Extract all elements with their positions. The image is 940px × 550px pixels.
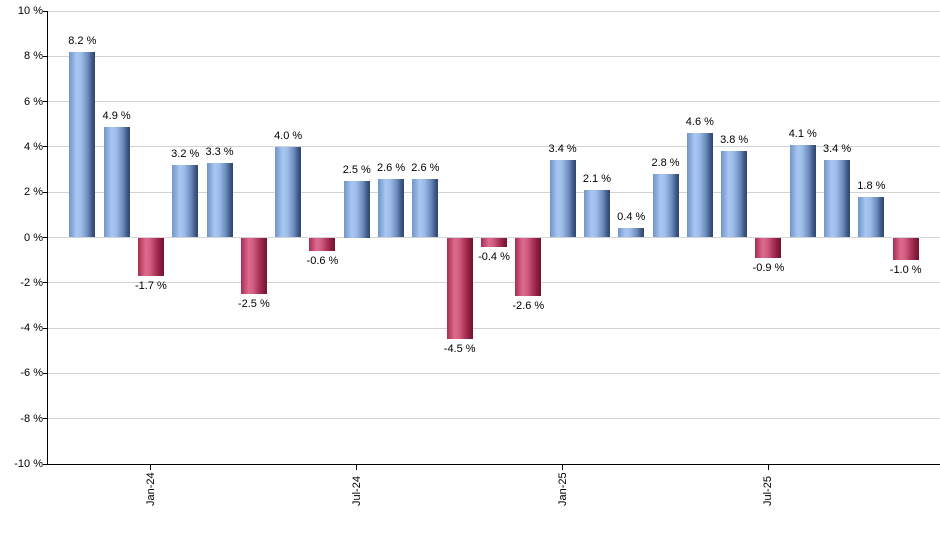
y-tick-mark <box>43 10 48 12</box>
y-tick-label: -10 % <box>14 458 43 470</box>
bar-value-label: 4.6 % <box>685 116 714 129</box>
bar-value-label: -0.9 % <box>752 261 785 274</box>
bar-positive <box>824 160 851 238</box>
bar-value-label: 4.0 % <box>274 129 303 142</box>
bar-positive <box>69 51 96 238</box>
y-tick-mark <box>43 101 48 103</box>
bar-positive <box>686 133 713 238</box>
x-tick-mark <box>150 465 152 470</box>
y-tick-mark <box>43 327 48 329</box>
bar-value-label: 2.1 % <box>582 172 611 185</box>
bar-value-label: 4.9 % <box>102 109 131 122</box>
grid-line <box>48 418 940 420</box>
grid-line <box>48 372 940 374</box>
bar-value-label: 3.2 % <box>171 148 200 161</box>
bar-positive <box>583 189 610 238</box>
y-tick-mark <box>43 237 48 238</box>
bar-negative <box>309 237 336 252</box>
bar-value-label: 2.6 % <box>376 161 406 174</box>
bar-value-label: 0.4 % <box>617 211 646 224</box>
y-tick-label: 10 % <box>17 5 43 17</box>
bar-value-label: -2.6 % <box>512 300 545 313</box>
grid-line <box>48 327 940 329</box>
bar-value-label: -0.6 % <box>306 255 339 268</box>
y-tick-label: 8 % <box>24 50 43 63</box>
grid-line <box>48 55 940 57</box>
bar-value-label: 4.1 % <box>788 127 817 140</box>
bar-negative <box>515 237 542 297</box>
y-tick-mark <box>43 191 48 193</box>
bar-positive <box>789 144 816 238</box>
y-tick-label: -4 % <box>20 322 43 335</box>
x-axis-line <box>47 464 940 465</box>
x-tick-label: Jul-25 <box>762 476 775 506</box>
x-tick-label: Jan-25 <box>556 472 569 506</box>
y-tick-label: 4 % <box>24 140 43 153</box>
bar-value-label: 2.6 % <box>411 161 440 174</box>
bar-value-label: -2.5 % <box>237 298 270 311</box>
bar-value-label: 3.8 % <box>720 134 749 147</box>
y-tick-mark <box>43 372 48 374</box>
bar-positive <box>172 165 199 238</box>
y-tick-label: -6 % <box>20 367 43 380</box>
y-tick-mark <box>43 418 48 420</box>
bar-value-label: 3.4 % <box>548 143 577 156</box>
x-tick-label: Jan-24 <box>144 472 157 506</box>
x-tick-mark <box>356 465 358 470</box>
y-axis-line <box>47 11 48 464</box>
bar-positive <box>343 180 370 238</box>
bar-value-label: 3.3 % <box>205 145 234 158</box>
y-tick-label: -2 % <box>20 276 43 289</box>
bar-value-label: -4.5 % <box>443 343 476 356</box>
bar-value-label: -1.0 % <box>889 264 922 277</box>
y-tick-label: 2 % <box>24 186 43 199</box>
bar-positive <box>549 160 576 238</box>
bar-positive <box>378 178 405 238</box>
y-tick-label: 0 % <box>24 231 43 244</box>
y-tick-label: 6 % <box>24 95 43 108</box>
x-tick-mark <box>562 465 564 470</box>
bar-negative <box>137 237 164 276</box>
bar-positive <box>206 162 233 238</box>
grid-line <box>48 146 940 148</box>
bar-value-label: 2.5 % <box>342 163 371 176</box>
y-tick-label: -8 % <box>20 412 43 425</box>
grid-line <box>48 191 940 193</box>
bar-negative <box>481 237 507 247</box>
bar-positive <box>652 174 679 238</box>
bar-value-label: 2.8 % <box>651 157 680 170</box>
bar-positive <box>618 228 645 238</box>
bar-value-label: 3.4 % <box>822 143 852 156</box>
bar-negative <box>755 237 782 258</box>
x-tick-mark <box>767 465 769 470</box>
bar-positive <box>103 126 130 238</box>
y-tick-mark <box>43 463 48 465</box>
bar-value-label: -0.4 % <box>478 250 510 263</box>
y-tick-mark <box>43 55 48 57</box>
bar-positive <box>412 178 439 238</box>
bar-value-label: 1.8 % <box>857 179 886 192</box>
bar-value-label: -1.7 % <box>135 280 167 292</box>
bar-negative <box>240 237 267 295</box>
bar-positive <box>721 151 748 238</box>
bar-positive <box>275 146 302 238</box>
x-tick-label: Jul-24 <box>350 476 363 506</box>
grid-line <box>48 282 940 284</box>
y-tick-mark <box>43 146 48 148</box>
grid-line <box>48 101 940 103</box>
bar-positive <box>858 196 885 238</box>
y-tick-mark <box>43 282 48 284</box>
grid-line <box>48 10 940 12</box>
bar-negative <box>892 237 919 261</box>
bar-value-label: 8.2 % <box>68 34 97 47</box>
bar-negative <box>446 237 473 340</box>
